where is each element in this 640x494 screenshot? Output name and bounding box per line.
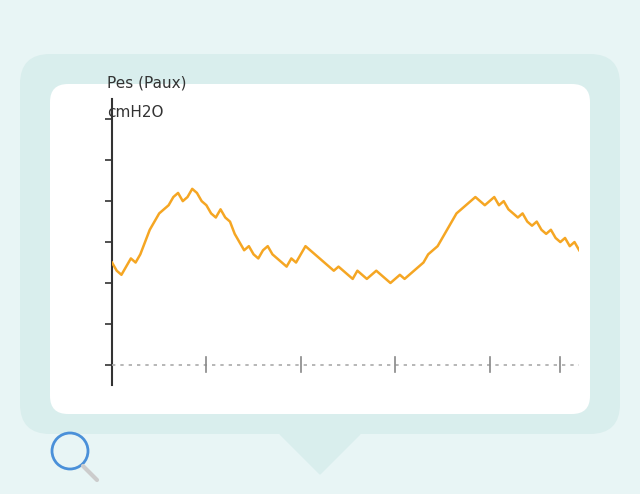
FancyBboxPatch shape [20,54,620,434]
Polygon shape [280,434,360,474]
Text: Pes (Paux): Pes (Paux) [108,76,187,91]
Text: cmH2O: cmH2O [108,105,164,120]
FancyBboxPatch shape [50,84,590,414]
